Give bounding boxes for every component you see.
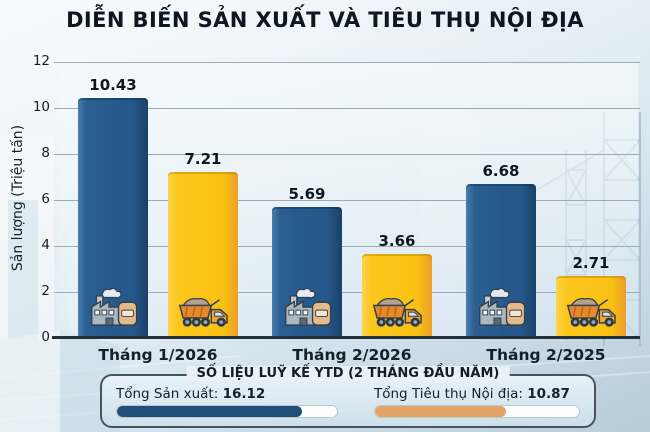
- y-tick-label: 8: [41, 145, 50, 161]
- bar-consumption: [362, 254, 432, 338]
- x-category-label: Tháng 2/2025: [486, 346, 606, 364]
- bar-value-label: 6.68: [482, 162, 520, 180]
- summary-heading: SỐ LIỆU LUỸ KẾ YTD (2 THÁNG ĐẦU NĂM): [186, 366, 510, 381]
- dump-truck-icon: [566, 297, 616, 327]
- bar-value-label: 3.66: [378, 232, 416, 250]
- bar-production: [466, 184, 536, 338]
- summary-consumption-text: Tổng Tiêu thụ Nội địa:: [374, 386, 523, 402]
- summary-consumption-value: 10.87: [527, 386, 570, 402]
- summary-total-consumption: Tổng Tiêu thụ Nội địa: 10.87: [374, 386, 580, 418]
- gridline: [54, 199, 640, 201]
- dump-truck-icon: [372, 297, 422, 327]
- consumption-progress-fill: [375, 406, 506, 417]
- bar-consumption: [168, 172, 238, 338]
- summary-total-production: Tổng Sản xuất: 16.12: [116, 386, 338, 418]
- x-category-label: Tháng 2/2026: [292, 346, 412, 364]
- bar-value-label: 5.69: [288, 185, 326, 203]
- y-tick-label: 10: [32, 99, 50, 115]
- summary-panel: SỐ LIỆU LUỸ KẾ YTD (2 THÁNG ĐẦU NĂM) Tổn…: [100, 366, 596, 428]
- gridline: [54, 61, 640, 63]
- dump-truck-icon: [178, 297, 228, 327]
- page-title: DIỄN BIẾN SẢN XUẤT VÀ TIÊU THỤ NỘI ĐỊA: [66, 8, 584, 32]
- bar-value-label: 7.21: [184, 150, 222, 168]
- bar-value-label: 10.43: [89, 76, 137, 94]
- summary-production-text: Tổng Sản xuất:: [116, 386, 219, 402]
- factory-icon: [285, 287, 332, 326]
- x-category-label: Tháng 1/2026: [98, 346, 218, 364]
- y-tick-label: 0: [41, 329, 50, 345]
- bar-value-label: 2.71: [572, 254, 610, 272]
- production-progress-fill: [117, 406, 302, 417]
- bar-production: [272, 207, 342, 338]
- y-tick-label: 6: [41, 191, 50, 207]
- summary-consumption-label: Tổng Tiêu thụ Nội địa: 10.87: [374, 386, 580, 402]
- bar-production: [78, 98, 148, 338]
- y-tick-label: 12: [32, 53, 50, 69]
- production-progress-track: [116, 405, 338, 418]
- bar-chart-plot-area: 10.43 7.21 Tháng 1/2026 5.69 3.66 Tháng 2/202…: [52, 61, 640, 364]
- y-tick-label: 2: [41, 283, 50, 299]
- gridline: [54, 245, 640, 247]
- gridline: [54, 107, 640, 109]
- summary-production-value: 16.12: [222, 386, 266, 402]
- gridline: [54, 291, 640, 293]
- factory-icon: [91, 287, 138, 326]
- gridline: [54, 153, 640, 155]
- bar-consumption: [556, 276, 626, 338]
- factory-icon: [479, 287, 526, 326]
- x-axis-line: [52, 336, 640, 339]
- summary-production-label: Tổng Sản xuất: 16.12: [116, 386, 338, 402]
- y-tick-label: 4: [41, 237, 50, 253]
- consumption-progress-track: [374, 405, 580, 418]
